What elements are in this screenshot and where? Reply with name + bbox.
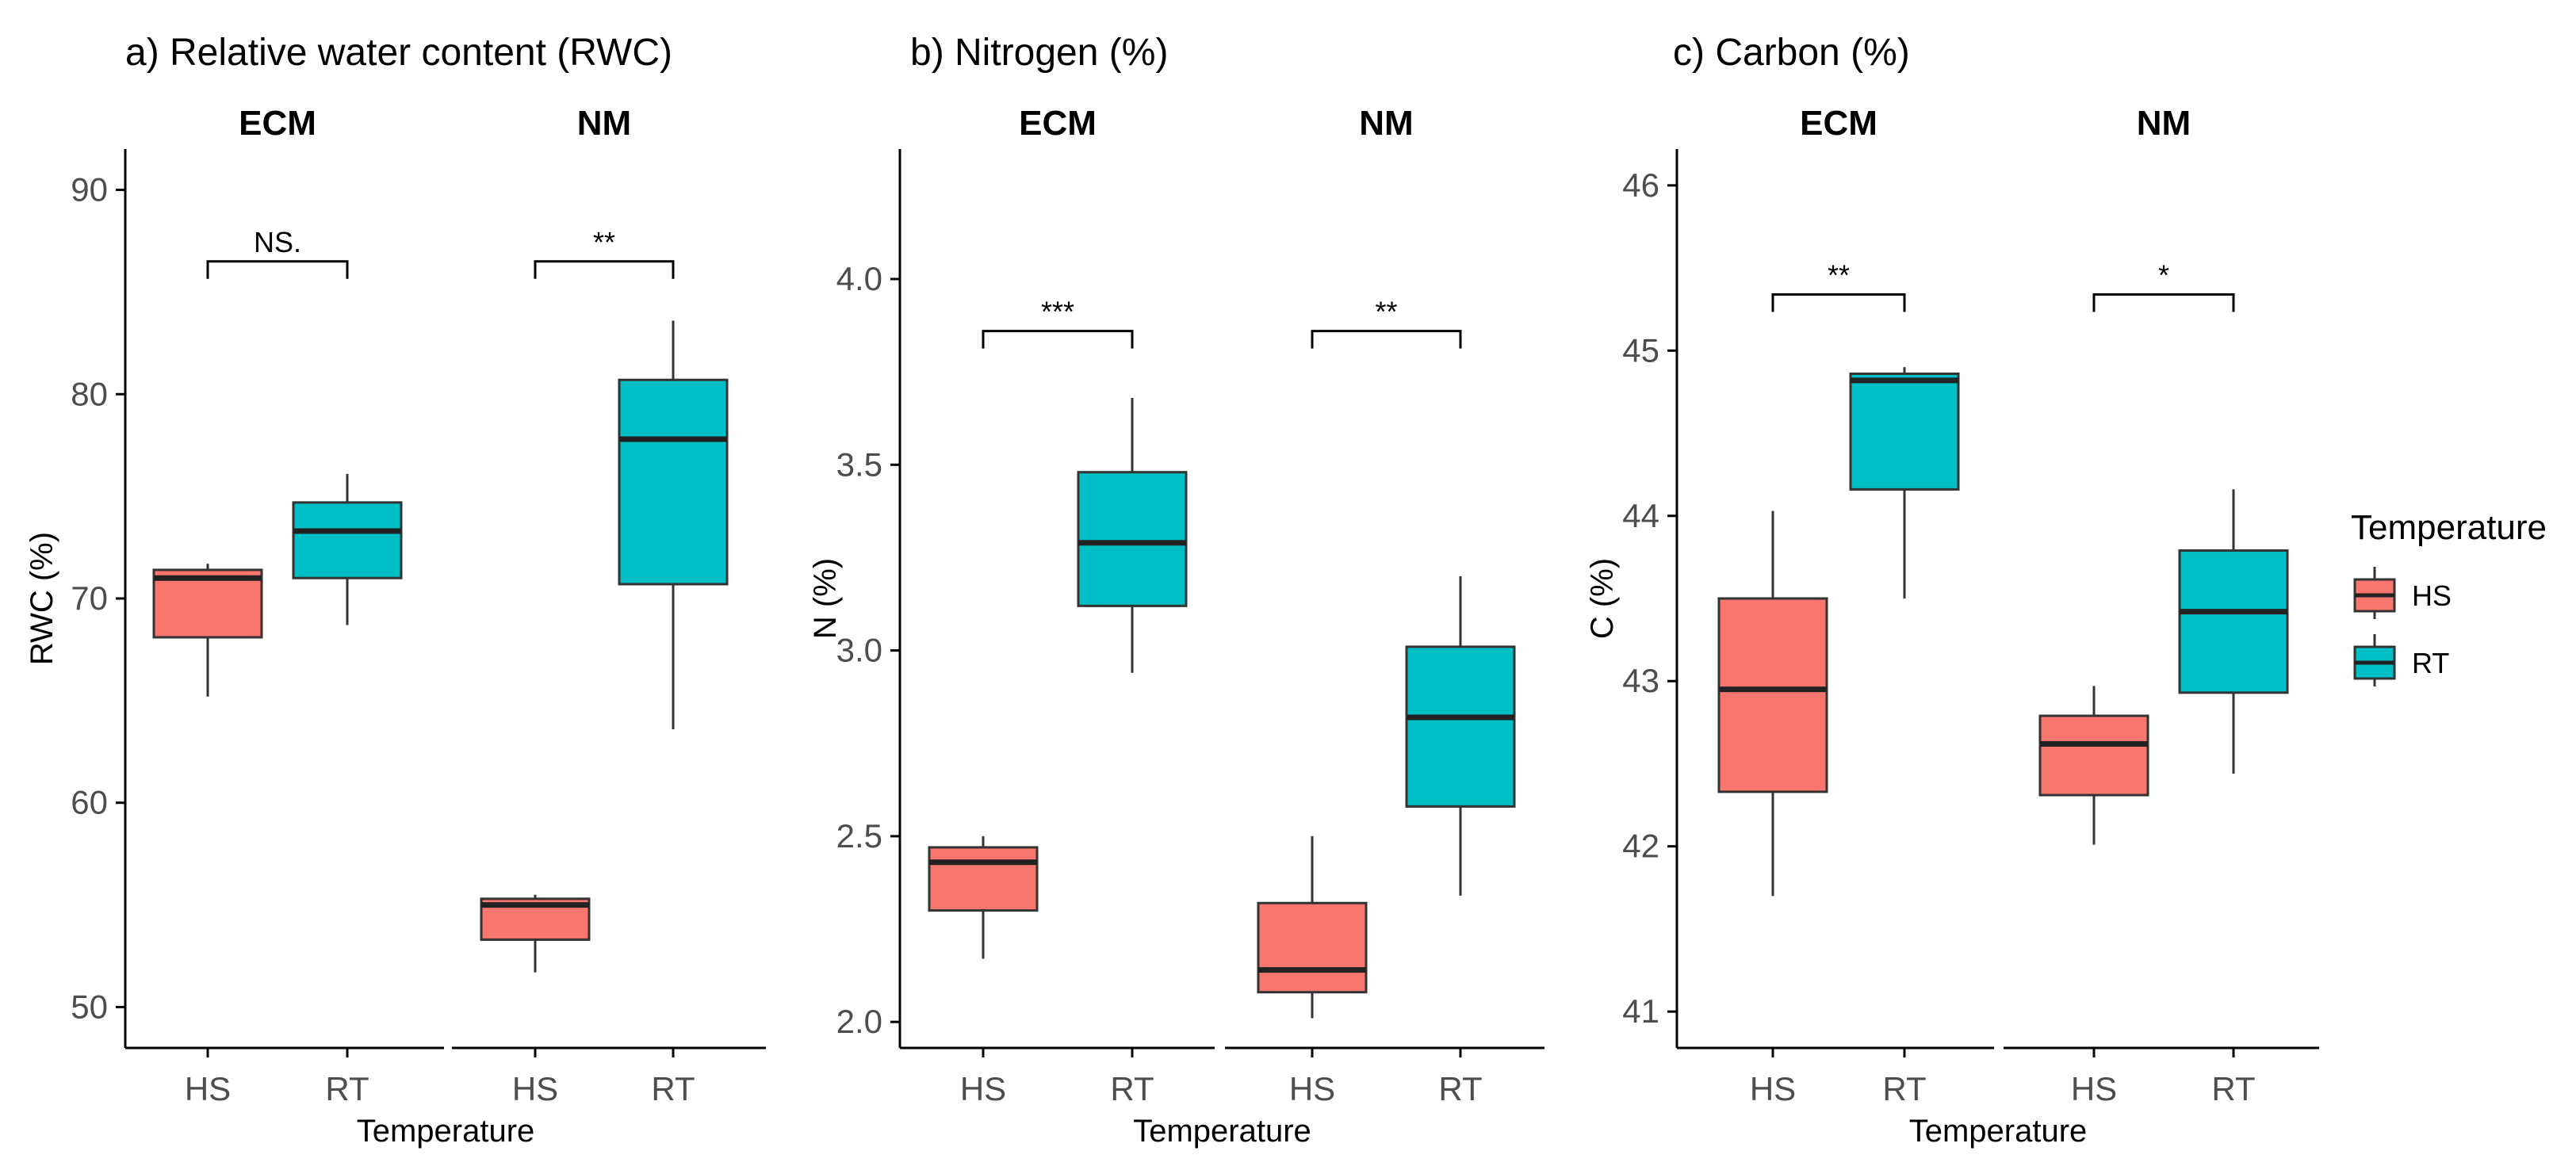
box-iqr: [1257, 901, 1368, 994]
box-rt: [292, 473, 403, 625]
y-tick-label: 46: [1622, 166, 1659, 204]
legend-label: RT: [2412, 647, 2449, 679]
y-tick-label: 3.0: [836, 632, 882, 669]
y-tick-label: 60: [71, 784, 108, 821]
panel-title: b) Nitrogen (%): [910, 32, 1168, 74]
facet-nm: NM HS RT **: [452, 104, 766, 1107]
significance-bracket: [534, 260, 675, 279]
facet-label: ECM: [239, 104, 316, 143]
panel-title: c) Carbon (%): [1673, 32, 1910, 74]
legend-key-hs: [2353, 567, 2396, 619]
x-tick-label: HS: [2071, 1070, 2117, 1107]
y-tick-label: 70: [71, 579, 108, 617]
y-axis-title: RWC (%): [25, 532, 59, 665]
box-iqr: [2178, 549, 2289, 694]
facet-label: NM: [577, 104, 631, 143]
y-tick-label: 44: [1622, 497, 1659, 534]
significance-bracket: [206, 260, 349, 279]
facet-ecm: ECM HS RT NS.: [125, 104, 444, 1107]
y-tick-label: 2.5: [836, 817, 882, 855]
box-hs: [152, 564, 263, 697]
facet-label: NM: [2137, 104, 2191, 143]
significance-label: **: [1375, 296, 1397, 328]
box-iqr: [618, 378, 729, 586]
significance-bracket: [982, 330, 1134, 349]
facet-label: ECM: [1800, 104, 1877, 143]
x-tick-label: RT: [1438, 1070, 1482, 1107]
x-tick-label: HS: [1289, 1070, 1335, 1107]
facet-nm: NM HS RT *: [2004, 104, 2319, 1107]
facet-label: ECM: [1019, 104, 1097, 143]
box-hs: [1717, 510, 1828, 897]
y-tick-label: 42: [1622, 828, 1659, 865]
panel-c: c) Carbon (%) 41 42 43 44 45 46 C (%) ECM HS RT ** N…: [1585, 32, 2319, 1149]
panel-a: a) Relative water content (RWC) 50 60 70 80 9…: [25, 32, 766, 1149]
x-axis-title: Temperature: [357, 1114, 535, 1149]
facet-nm: NM HS RT **: [1225, 104, 1544, 1107]
y-tick-label: 41: [1622, 992, 1659, 1030]
box-hs: [2038, 686, 2149, 845]
box-rt: [1405, 575, 1516, 896]
box-iqr: [292, 501, 403, 579]
significance-label: **: [593, 226, 615, 258]
x-axis-title: Temperature: [1133, 1114, 1311, 1149]
x-tick-label: HS: [185, 1070, 231, 1107]
legend: Temperature HS RT: [2351, 508, 2547, 686]
box-hs: [1257, 835, 1368, 1019]
box-iqr: [1077, 471, 1188, 607]
box-rt: [1077, 397, 1188, 673]
box-iqr: [1717, 597, 1828, 793]
significance-bracket: [1311, 330, 1462, 349]
x-tick-label: RT: [1110, 1070, 1154, 1107]
panel-title: a) Relative water content (RWC): [125, 32, 672, 74]
significance-bracket: [1771, 292, 1906, 312]
box-iqr: [152, 568, 263, 639]
x-tick-label: HS: [960, 1070, 1006, 1107]
panel-b: b) Nitrogen (%) 2.0 2.5 3.0 3.5 4.0 N (%) ECM HS…: [808, 32, 1544, 1149]
x-tick-label: RT: [325, 1070, 369, 1107]
y-tick-label: 50: [71, 988, 108, 1025]
box-rt: [618, 320, 729, 729]
y-axis-title: C (%): [1585, 558, 1620, 639]
box-rt: [1849, 367, 1960, 598]
y-tick-label: 4.0: [836, 260, 882, 297]
y-tick-label: 80: [71, 375, 108, 412]
legend-key-rt: [2353, 634, 2396, 686]
box-iqr: [1849, 373, 1960, 491]
y-axis-title: N (%): [808, 558, 843, 639]
significance-label: NS.: [254, 226, 301, 258]
x-axis-title: Temperature: [1909, 1114, 2088, 1149]
facet-ecm: ECM HS RT **: [1677, 104, 1994, 1107]
y-tick-label: 3.5: [836, 445, 882, 483]
box-iqr: [2038, 714, 2149, 797]
significance-label: ***: [1041, 296, 1074, 328]
x-tick-label: RT: [1882, 1070, 1926, 1107]
facet-ecm: ECM HS RT ***: [900, 104, 1215, 1107]
x-tick-label: RT: [651, 1070, 695, 1107]
y-tick-label: 45: [1622, 331, 1659, 369]
y-tick-label: 43: [1622, 662, 1659, 699]
box-rt: [2178, 489, 2289, 774]
box-hs: [480, 894, 591, 973]
box-iqr: [1405, 645, 1516, 808]
legend-label: HS: [2412, 579, 2452, 612]
significance-bracket: [2092, 292, 2235, 312]
legend-title: Temperature: [2351, 508, 2547, 547]
x-tick-label: HS: [512, 1070, 558, 1107]
significance-label: *: [2158, 258, 2169, 291]
box-iqr: [928, 846, 1039, 912]
significance-label: **: [1828, 258, 1850, 291]
y-tick-label: 2.0: [836, 1003, 882, 1040]
x-tick-label: HS: [1750, 1070, 1796, 1107]
box-hs: [928, 835, 1039, 959]
y-tick-label: 90: [71, 171, 108, 208]
x-tick-label: RT: [2211, 1070, 2255, 1107]
facet-label: NM: [1359, 104, 1413, 143]
